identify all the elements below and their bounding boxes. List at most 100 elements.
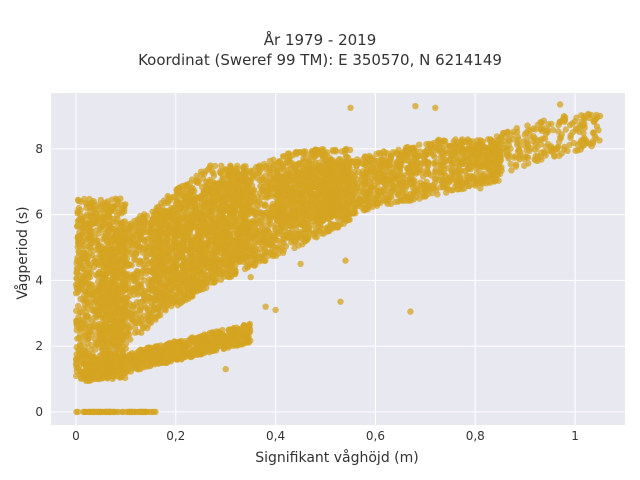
data-point [76,347,83,354]
data-point [98,326,105,334]
data-point [138,290,145,297]
data-point [189,203,196,211]
data-point [249,171,256,179]
data-point [91,205,99,213]
data-point [86,204,94,211]
data-point [162,228,169,235]
data-point [291,230,298,237]
data-point [101,205,108,213]
data-point [229,223,237,231]
data-point [151,232,159,240]
chart-title: År 1979 - 2019 [263,31,377,49]
data-point [318,151,325,158]
data-point [168,290,175,297]
data-point [249,192,256,200]
data-point [150,255,158,262]
data-point [98,276,105,284]
data-point [82,321,90,328]
data-point [292,163,300,170]
data-point [125,286,132,293]
data-point [93,237,101,245]
data-point [174,191,181,198]
data-point [117,274,124,282]
data-point [164,276,171,283]
data-point [133,250,140,258]
data-point [221,224,228,231]
data-point [292,148,300,156]
data-point [76,341,84,348]
data-point [260,183,268,190]
data-point [110,296,118,303]
data-point [77,295,84,303]
data-point [343,145,350,153]
data-point [166,254,173,261]
data-point [280,247,287,254]
data-point [343,153,351,160]
data-point [240,248,247,256]
data-point [304,235,311,242]
data-point [111,287,118,295]
data-point [75,204,83,212]
data-point [174,256,181,263]
data-point [280,153,287,160]
data-point [254,169,262,176]
data-point [131,256,138,263]
data-point [152,210,159,218]
data-point [99,332,106,339]
data-point [88,230,95,237]
data-point [251,199,258,206]
data-point [73,322,81,330]
data-point [136,226,143,233]
data-point [173,284,180,291]
data-point [236,218,243,225]
data-point [73,275,80,282]
data-point [252,212,259,219]
data-point [201,199,208,206]
data-point [84,288,91,295]
data-point [226,179,234,186]
data-point [222,238,230,246]
data-point [76,234,84,241]
data-point [306,157,313,165]
data-point [131,319,138,327]
data-point [225,256,232,263]
data-point [109,206,116,213]
data-point [194,260,202,267]
data-point [209,235,216,243]
data-point [91,307,99,314]
data-point [243,190,250,197]
data-point [266,167,273,175]
data-point [260,234,267,241]
data-point [227,269,234,276]
data-point [80,304,87,312]
data-point [157,298,165,305]
data-point [173,186,180,193]
data-point [123,300,130,307]
data-point [126,292,133,300]
data-point [181,211,188,219]
data-point [176,215,184,222]
data-point [162,221,169,228]
data-point [108,236,116,243]
data-point [78,277,86,284]
data-point [182,182,189,189]
data-point [114,323,121,330]
data-point [177,228,185,236]
data-point [201,257,208,264]
data-point [132,284,139,291]
data-point [108,323,115,330]
data-point [217,168,224,175]
data-point [217,276,225,283]
data-point [275,159,283,166]
data-point [74,217,82,225]
data-point [253,229,260,236]
data-point [194,212,201,219]
data-point [81,332,88,340]
data-point [170,238,178,246]
data-point [151,275,158,282]
data-point [181,293,188,301]
data-point [126,408,133,416]
data-point [183,284,190,292]
data-point [267,213,274,220]
data-point [141,222,148,229]
